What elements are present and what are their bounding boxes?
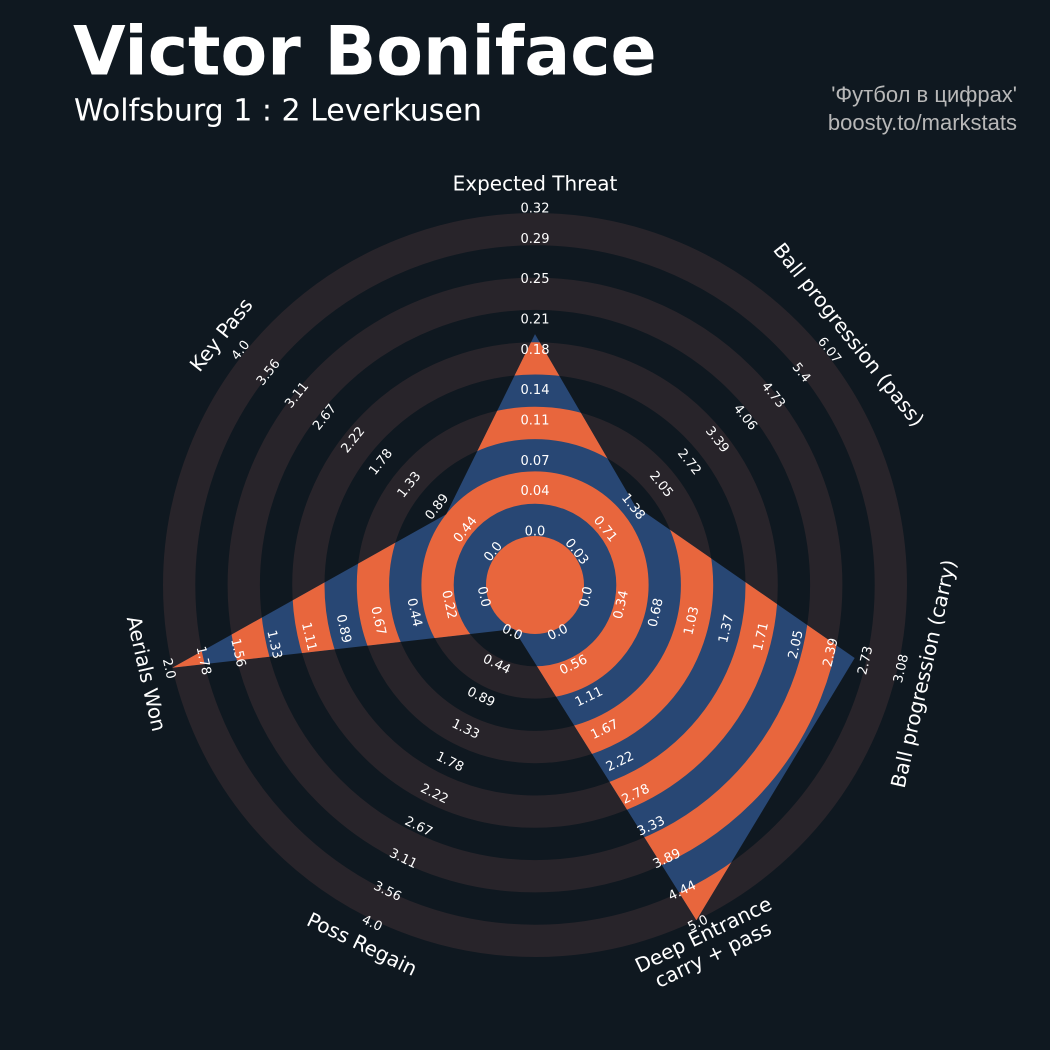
tick-label: 1.33: [263, 629, 284, 661]
tick-label: 0.25: [521, 272, 550, 287]
credit: 'Футбол в цифрах': [831, 82, 1017, 107]
tick-label: 0.11: [521, 413, 550, 428]
tick-label: 0.07: [521, 454, 550, 469]
tick-label: 0.0: [474, 585, 493, 609]
band: [486, 536, 584, 634]
tick-label: 0.89: [333, 613, 354, 645]
tick-label: 2.73: [855, 645, 876, 677]
tick-label: 0.0: [577, 585, 596, 609]
tick-label: 0.32: [521, 202, 550, 217]
chart-title: Victor Boniface: [73, 13, 657, 92]
tick-label: 2.39: [820, 637, 841, 669]
tick-label: 0.22: [438, 589, 459, 621]
chart-subtitle: Wolfsburg 1 : 2 Leverkusen: [74, 94, 482, 129]
tick-label: 0.21: [521, 313, 550, 328]
tick-label: 0.68: [646, 597, 667, 629]
tick-label: 0.14: [521, 383, 550, 398]
tick-label: 1.56: [227, 637, 248, 669]
tick-label: 0.04: [521, 484, 550, 499]
credit: boosty.to/markstats: [828, 110, 1017, 135]
tick-label: 0.18: [521, 343, 550, 358]
tick-label: 1.37: [716, 613, 737, 645]
tick-label: 1.03: [681, 605, 702, 637]
ring: [162, 212, 908, 958]
tick-label: 0.34: [611, 589, 632, 621]
param-label: Expected Threat: [453, 172, 618, 196]
tick-label: 1.71: [751, 621, 772, 653]
tick-label: 2.0: [159, 657, 178, 681]
tick-label: 0.29: [521, 232, 550, 247]
tick-label: 1.11: [298, 621, 319, 653]
tick-label: 3.08: [891, 653, 912, 685]
tick-label: 0.44: [404, 597, 425, 629]
tick-label: 1.78: [193, 645, 214, 677]
tick-label: 0.0: [525, 525, 546, 540]
tick-label: 0.67: [367, 605, 388, 637]
ring: [227, 277, 843, 893]
tick-label: 2.05: [786, 629, 807, 661]
